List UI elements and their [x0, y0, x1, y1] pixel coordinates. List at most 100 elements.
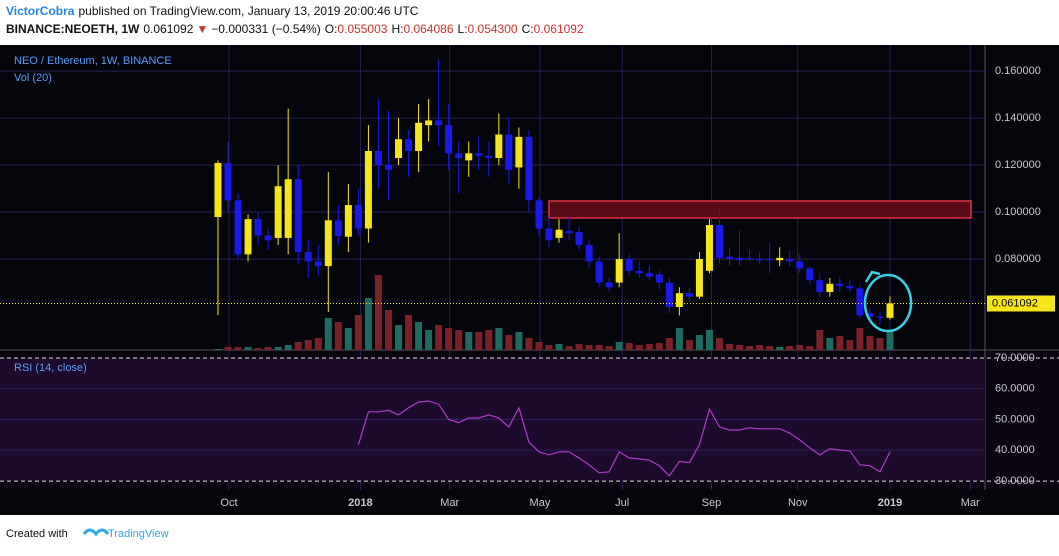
candle-body	[726, 256, 734, 260]
candle-body	[475, 153, 483, 156]
volume-bar	[645, 344, 653, 350]
volume-bar	[485, 330, 493, 350]
c-value: 0.061092	[534, 22, 584, 36]
volume-bar	[384, 310, 392, 350]
x-tick-label: 2018	[348, 497, 372, 509]
candle-body	[756, 259, 764, 261]
candle-body	[485, 155, 493, 159]
candle-body	[645, 273, 653, 277]
volume-bar	[495, 328, 503, 350]
candle-body	[294, 179, 302, 253]
volume-bar	[475, 332, 483, 350]
candle-body	[655, 274, 663, 283]
published: published on TradingView.com, January 13…	[78, 4, 418, 18]
candle-body	[796, 261, 804, 269]
candle-body	[274, 186, 282, 238]
volume-bar	[314, 338, 322, 350]
candle-body	[625, 259, 633, 271]
volume-bar	[214, 349, 222, 350]
candle-body	[816, 280, 824, 292]
volume-bar	[766, 346, 774, 350]
candle-body	[395, 139, 403, 159]
x-tick-label: May	[530, 497, 551, 509]
volume-bar	[374, 275, 382, 350]
volume-bar	[405, 315, 413, 350]
highlight-arrow	[864, 270, 881, 283]
c-label: C:	[522, 22, 534, 36]
candle-body	[605, 282, 613, 288]
candle-body	[856, 288, 864, 316]
candle-body	[715, 224, 723, 258]
candle-body	[826, 283, 834, 292]
volume-bar	[274, 347, 282, 350]
volume-bar	[726, 344, 734, 350]
rsi-tick-label: 60.0000	[995, 383, 1035, 395]
volume-bar	[364, 298, 372, 350]
candle-body	[374, 150, 382, 166]
rsi-tick-label: 40.0000	[995, 444, 1035, 456]
rsi-tick-label: 50.0000	[995, 413, 1035, 425]
l-label: L:	[458, 22, 468, 36]
candle-body	[525, 136, 533, 201]
candle-body	[886, 303, 894, 318]
candle-body	[545, 228, 553, 241]
candle-body	[304, 252, 312, 262]
rsi-tick-label: 30.0000	[995, 475, 1035, 487]
volume-bar	[555, 344, 563, 350]
candle-body	[354, 205, 362, 229]
volume-bar	[796, 345, 804, 350]
x-tick-label: Mar	[440, 497, 459, 509]
candle-body	[415, 122, 423, 151]
volume-bar	[284, 345, 292, 350]
grid	[0, 45, 1059, 490]
y-tick-label: 0.120000	[995, 159, 1041, 171]
candle-body	[705, 224, 713, 271]
candle-body	[465, 153, 473, 161]
x-tick-label: Oct	[220, 497, 237, 509]
volume-bar	[304, 340, 312, 350]
author: VictorCobra	[6, 4, 75, 18]
change: −0.000331 (−0.54%)	[211, 22, 320, 36]
volume-bar	[605, 346, 613, 350]
volume-bar	[334, 322, 342, 350]
volume-bar	[736, 345, 744, 350]
candle-body	[364, 150, 372, 229]
h-label: H:	[391, 22, 403, 36]
last-price-label: 0.061092	[992, 297, 1038, 309]
volume-bar	[455, 330, 463, 350]
candle-body	[234, 200, 242, 255]
volume-bar	[625, 343, 633, 350]
y-tick-label: 0.080000	[995, 253, 1041, 265]
candle-body	[505, 134, 513, 170]
volume-bar	[234, 347, 242, 350]
footer-text: Created with	[6, 528, 68, 540]
symbol: BINANCE:NEOETH, 1W	[6, 22, 140, 36]
candle-body	[495, 134, 503, 159]
candle-body	[384, 165, 392, 170]
candle-body	[665, 282, 673, 307]
candle-body	[405, 139, 413, 151]
candle-body	[615, 259, 623, 283]
candle-body	[535, 200, 543, 229]
candle-body	[846, 286, 854, 289]
volume-bar	[635, 345, 643, 350]
candle-body	[575, 232, 583, 245]
y-tick-label: 0.100000	[995, 206, 1041, 218]
candle-body	[675, 293, 683, 307]
candle-body	[565, 230, 573, 234]
volume-bar	[615, 342, 623, 350]
candle-body	[264, 235, 272, 241]
volume-bar	[655, 343, 663, 350]
candle-body	[595, 261, 603, 283]
x-tick-label: 2019	[878, 497, 902, 509]
y-tick-label: 0.160000	[995, 65, 1041, 77]
h-value: 0.064086	[403, 22, 453, 36]
marks	[0, 59, 985, 477]
volume-bar	[826, 338, 834, 350]
volume-bar	[715, 338, 723, 350]
volume-label: Vol (20)	[14, 72, 52, 84]
volume-bar	[254, 348, 262, 350]
volume-bar	[816, 330, 824, 350]
last-price-badge	[987, 295, 1055, 312]
